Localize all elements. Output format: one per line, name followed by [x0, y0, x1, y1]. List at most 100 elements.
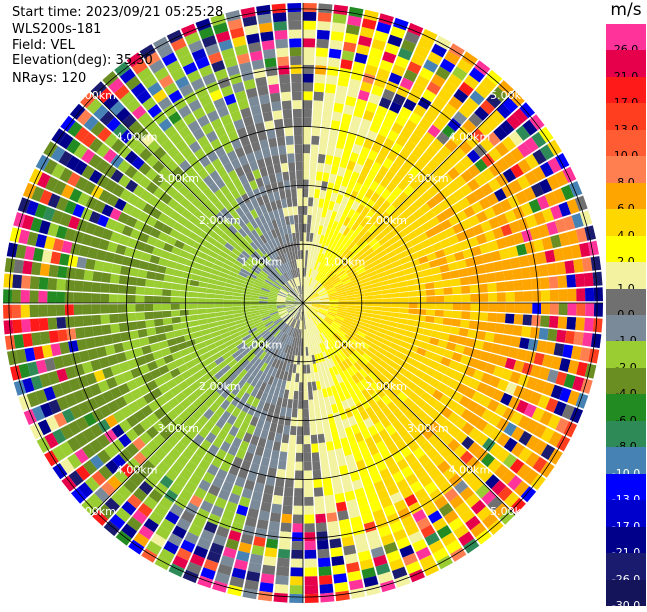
range-gate-cell — [180, 304, 189, 310]
range-ring-label: 3.00km — [157, 172, 199, 185]
range-gate-cell — [303, 135, 311, 144]
range-gate-cell — [268, 303, 277, 305]
range-gate-cell — [485, 332, 495, 342]
range-gate-cell — [74, 316, 84, 327]
range-gate-cell — [312, 118, 321, 127]
range-gate-cell — [303, 21, 316, 30]
range-gate-cell — [303, 197, 308, 206]
range-gate-cell — [457, 336, 467, 345]
range-gate-cell — [512, 325, 522, 336]
range-gate-cell — [171, 283, 181, 290]
range-gate-cell — [12, 274, 22, 288]
range-gate-cell — [303, 365, 306, 374]
range-gate-cell — [292, 523, 303, 532]
range-gate-cell — [317, 163, 324, 173]
range-gate-cell — [326, 503, 337, 513]
range-gate-cell — [215, 299, 224, 303]
range-gate-cell — [314, 92, 324, 102]
range-gate-cell — [305, 550, 317, 559]
range-gate-cell — [304, 382, 308, 391]
range-gate-cell — [280, 154, 288, 164]
range-gate-cell — [84, 327, 94, 338]
range-gate-cell — [550, 290, 559, 302]
range-gate-cell — [488, 303, 497, 312]
range-gate-cell — [407, 320, 417, 327]
range-gate-cell — [582, 333, 593, 347]
range-gate-cell — [316, 39, 329, 49]
range-gate-cell — [291, 65, 302, 74]
range-gate-cell — [337, 456, 346, 466]
range-gate-cell — [40, 331, 50, 344]
range-gate-cell — [294, 382, 299, 391]
range-gate-cell — [270, 93, 281, 103]
range-gate-cell — [269, 174, 277, 184]
range-gate-cell — [502, 259, 512, 270]
range-gate-cell — [31, 332, 41, 346]
range-gate-cell — [316, 531, 328, 541]
range-gate-cell — [181, 278, 191, 285]
range-gate-cell — [162, 311, 171, 318]
range-gate-cell — [530, 327, 540, 339]
range-gate-cell — [510, 336, 521, 347]
range-gate-cell — [291, 224, 296, 233]
range-gate-cell — [335, 448, 344, 458]
range-gate-cell — [356, 303, 365, 306]
range-gate-cell — [259, 22, 273, 32]
range-gate-cell — [566, 317, 576, 330]
range-gate-cell — [66, 267, 76, 279]
range-gate-cell — [171, 304, 180, 310]
range-gate-cell — [506, 303, 515, 313]
range-gate-cell — [198, 314, 207, 320]
range-gate-cell — [316, 48, 328, 58]
range-gate-cell — [279, 540, 291, 550]
range-gate-cell — [303, 224, 307, 233]
range-gate-cell — [576, 288, 585, 301]
range-gate-cell — [14, 334, 25, 348]
range-gate-cell — [305, 585, 318, 594]
range-gate-cell — [265, 547, 278, 557]
range-gate-cell — [460, 320, 470, 329]
range-gate-cell — [262, 493, 273, 503]
range-gate-cell — [83, 281, 93, 292]
range-gate-cell — [437, 257, 447, 266]
range-gate-cell — [305, 594, 319, 603]
range-gate-cell — [556, 262, 566, 275]
range-gate-cell — [109, 284, 119, 293]
range-gate-cell — [575, 274, 585, 288]
range-gate-cell — [224, 299, 233, 303]
range-gate-cell — [523, 315, 533, 326]
range-gate-cell — [325, 155, 333, 165]
range-gate-cell — [301, 268, 303, 277]
range-gate-cell — [418, 303, 427, 309]
range-gate-cell — [278, 145, 286, 155]
range-gate-cell — [287, 452, 295, 461]
range-gate-cell — [417, 290, 426, 296]
range-gate-cell — [109, 314, 119, 323]
range-gate-cell — [38, 305, 47, 317]
range-gate-cell — [306, 241, 309, 250]
range-gate-cell — [310, 171, 317, 180]
range-gate-cell — [21, 305, 30, 318]
range-gate-cell — [303, 232, 306, 241]
range-gate-cell — [391, 293, 400, 298]
range-gate-cell — [310, 153, 317, 162]
range-gate-cell — [328, 57, 340, 67]
range-gate-cell — [21, 319, 31, 333]
range-gate-cell — [267, 431, 275, 441]
range-gate-cell — [303, 162, 310, 171]
range-gate-cell — [575, 317, 585, 330]
range-gate-cell — [332, 564, 346, 574]
range-gate-cell — [172, 276, 182, 283]
range-gate-cell — [267, 530, 279, 540]
range-gate-cell — [321, 181, 328, 191]
range-gate-cell — [322, 110, 332, 120]
range-gate-cell — [382, 294, 391, 299]
range-gate-cell — [307, 373, 311, 382]
range-gate-cell — [145, 279, 155, 287]
range-gate-cell — [313, 100, 323, 110]
range-gate-cell — [22, 333, 32, 347]
range-gate-cell — [594, 303, 603, 317]
range-gate-cell — [267, 165, 275, 175]
range-gate-cell — [304, 506, 314, 515]
